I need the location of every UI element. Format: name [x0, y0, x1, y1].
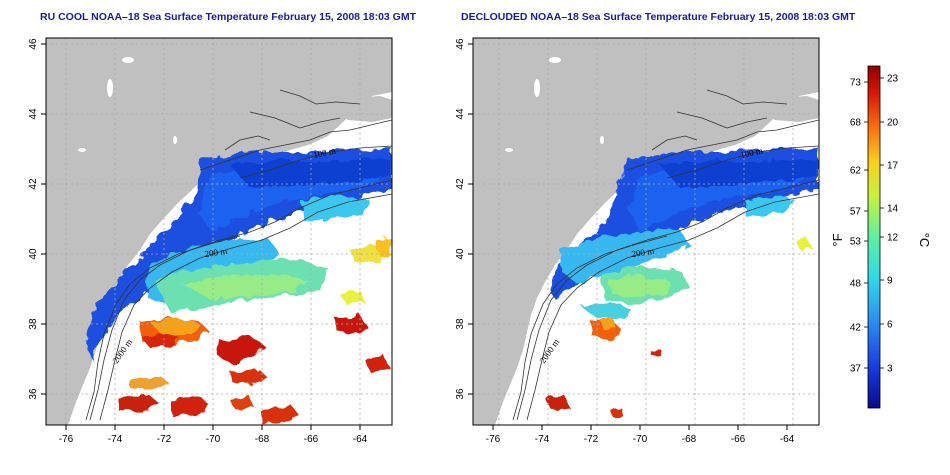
left-x-tick-label: -66 — [304, 434, 319, 445]
left-bathymetry-contours — [85, 89, 392, 421]
colorbar-f-tick-label: 68 — [850, 118, 862, 129]
colorbar-f-tick-label: 73 — [850, 78, 862, 89]
left-y-tick-label: 46 — [28, 38, 39, 50]
colorbar-c-tick-label: 23 — [887, 74, 899, 85]
right-panel-title: DECLOUDED NOAA–18 Sea Surface Temperatur… — [461, 11, 856, 23]
colorbar-c-tick-label: 9 — [887, 276, 893, 287]
right-x-tick-label: -74 — [535, 434, 550, 445]
left-isobath-100m-label: 100 m — [312, 145, 336, 160]
right-y-tick-label: 42 — [455, 178, 466, 190]
left-x-tick-label: -76 — [59, 434, 74, 445]
right-x-axis: -76 -74 -72 -70 -68 -66 -64 — [486, 425, 795, 445]
right-x-tick-label: -72 — [584, 434, 599, 445]
right-x-tick-label: -64 — [780, 434, 795, 445]
colorbar-f-tick-label: 37 — [850, 364, 862, 375]
left-y-tick-label: 40 — [28, 248, 39, 260]
right-map-frame — [472, 37, 820, 426]
right-land-lakes — [505, 57, 604, 152]
right-x-tick-label: -70 — [633, 434, 648, 445]
right-y-axis: 36 38 40 42 44 46 — [455, 38, 473, 400]
left-isobath-200m-label: 200 m — [204, 246, 228, 259]
colorbar-fahrenheit-ticks: 73 68 62 57 53 48 42 37 — [850, 78, 868, 375]
colorbar-f-tick-label: 62 — [850, 166, 862, 177]
colorbar-c-tick-label: 17 — [887, 161, 899, 172]
right-y-tick-label: 40 — [455, 248, 466, 260]
colorbar: 73 68 62 57 53 48 42 37 23 20 17 14 12 9 6 3 °F °C — [830, 65, 932, 409]
left-y-axis: 36 38 40 42 44 46 — [28, 38, 46, 400]
colorbar-c-tick-label: 3 — [887, 364, 893, 375]
left-x-tick-label: -72 — [157, 434, 172, 445]
right-map-panel: 100 m 200 m 2000 m -76 -74 -72 -70 -68 -66 -64… — [455, 37, 820, 445]
left-map-frame — [45, 37, 393, 426]
right-y-tick-label: 46 — [455, 38, 466, 50]
colorbar-c-tick-label: 12 — [887, 233, 899, 244]
left-x-tick-label: -64 — [353, 434, 368, 445]
left-land-lakes — [78, 57, 177, 152]
left-y-tick-label: 44 — [28, 108, 39, 120]
colorbar-f-tick-label: 57 — [850, 207, 862, 218]
left-panel-title: RU COOL NOAA–18 Sea Surface Temperature … — [40, 11, 417, 23]
right-y-tick-label: 36 — [455, 388, 466, 400]
colorbar-c-tick-label: 14 — [887, 204, 899, 215]
right-isobath-200m-label: 200 m — [631, 246, 655, 259]
left-y-tick-label: 38 — [28, 318, 39, 330]
left-map-panel: 100 m 200 m 2000 m -76 -74 -72 -70 -68 -66 -64… — [28, 37, 393, 445]
right-x-tick-label: -76 — [486, 434, 501, 445]
left-y-tick-label: 42 — [28, 178, 39, 190]
right-isobath-100m-label: 100 m — [739, 145, 763, 160]
left-x-tick-label: -70 — [206, 434, 221, 445]
colorbar-f-tick-label: 42 — [850, 323, 862, 334]
colorbar-fahrenheit-label: °F — [830, 233, 845, 246]
right-y-tick-label: 38 — [455, 318, 466, 330]
colorbar-celsius-ticks: 23 20 17 14 12 9 6 3 — [880, 74, 899, 375]
colorbar-gradient — [867, 65, 881, 409]
colorbar-f-tick-label: 53 — [850, 237, 862, 248]
right-x-tick-label: -68 — [682, 434, 697, 445]
left-y-tick-label: 36 — [28, 388, 39, 400]
colorbar-celsius-label: °C — [917, 233, 932, 248]
right-x-tick-label: -66 — [731, 434, 746, 445]
colorbar-c-tick-label: 20 — [887, 118, 899, 129]
left-x-axis: -76 -74 -72 -70 -68 -66 -64 — [59, 425, 368, 445]
right-bathymetry-contours — [512, 89, 819, 421]
left-x-tick-label: -74 — [108, 434, 123, 445]
colorbar-f-tick-label: 48 — [850, 279, 862, 290]
colorbar-c-tick-label: 6 — [887, 320, 893, 331]
left-x-tick-label: -68 — [255, 434, 270, 445]
right-y-tick-label: 44 — [455, 108, 466, 120]
